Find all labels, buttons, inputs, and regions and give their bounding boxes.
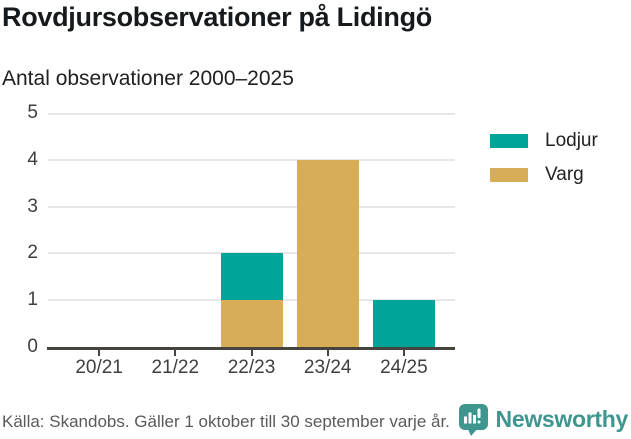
y-tick-label-0: 0	[27, 336, 38, 357]
bar-24/25-Lodjur	[372, 300, 435, 347]
legend-label-lodjur: Lodjur	[545, 130, 598, 151]
source-note: Källa: Skandobs. Gäller 1 oktober till 3…	[2, 412, 450, 431]
x-tick-22/23	[250, 350, 253, 356]
legend: Lodjur Varg	[490, 130, 598, 198]
newsworthy-icon	[458, 404, 488, 436]
x-axis-line	[47, 347, 455, 350]
legend-swatch-lodjur	[490, 134, 528, 148]
bar-23/24-Varg	[296, 159, 359, 347]
brand-name: Newsworthy	[495, 406, 629, 432]
bar-chart: 0 1 2 3 4 5 20/21 21/22 22/23 23/24 24/25	[0, 102, 631, 395]
y-tick-label-2: 2	[27, 242, 38, 264]
gridline-5	[48, 113, 455, 115]
y-tick-label-1: 1	[27, 289, 38, 311]
y-tick-label-5: 5	[27, 102, 38, 123]
x-tick-label-21/22: 21/22	[151, 357, 200, 378]
y-tick-label-3: 3	[27, 195, 38, 217]
bar-22/23-Varg	[220, 300, 283, 347]
chart-subtitle: Antal observationer 2000–2025	[2, 67, 294, 90]
plot-area	[48, 113, 455, 347]
x-tick-label-22/23: 22/23	[227, 357, 276, 378]
x-tick-23/24	[326, 350, 329, 356]
x-tick-20/21	[98, 350, 101, 356]
newsworthy-logo[interactable]: Newsworthy	[458, 403, 628, 436]
y-tick-label-4: 4	[27, 148, 38, 170]
x-tick-label-20/21: 20/21	[75, 357, 123, 378]
x-tick-21/22	[174, 350, 177, 356]
legend-item-varg: Varg	[490, 164, 598, 186]
x-tick-label-23/24: 23/24	[303, 357, 352, 378]
legend-label-varg: Varg	[545, 164, 584, 185]
gridline-2	[48, 252, 455, 255]
chart-title: Rovdjursobservationer på Lidingö	[2, 2, 432, 32]
gridline-3	[48, 205, 455, 208]
legend-swatch-varg	[490, 168, 528, 182]
legend-item-lodjur: Lodjur	[490, 130, 598, 152]
bar-22/23-Lodjur	[220, 253, 283, 301]
x-tick-label-24/25: 24/25	[380, 357, 428, 378]
x-tick-24/25	[402, 350, 405, 356]
gridline-4	[48, 158, 455, 161]
